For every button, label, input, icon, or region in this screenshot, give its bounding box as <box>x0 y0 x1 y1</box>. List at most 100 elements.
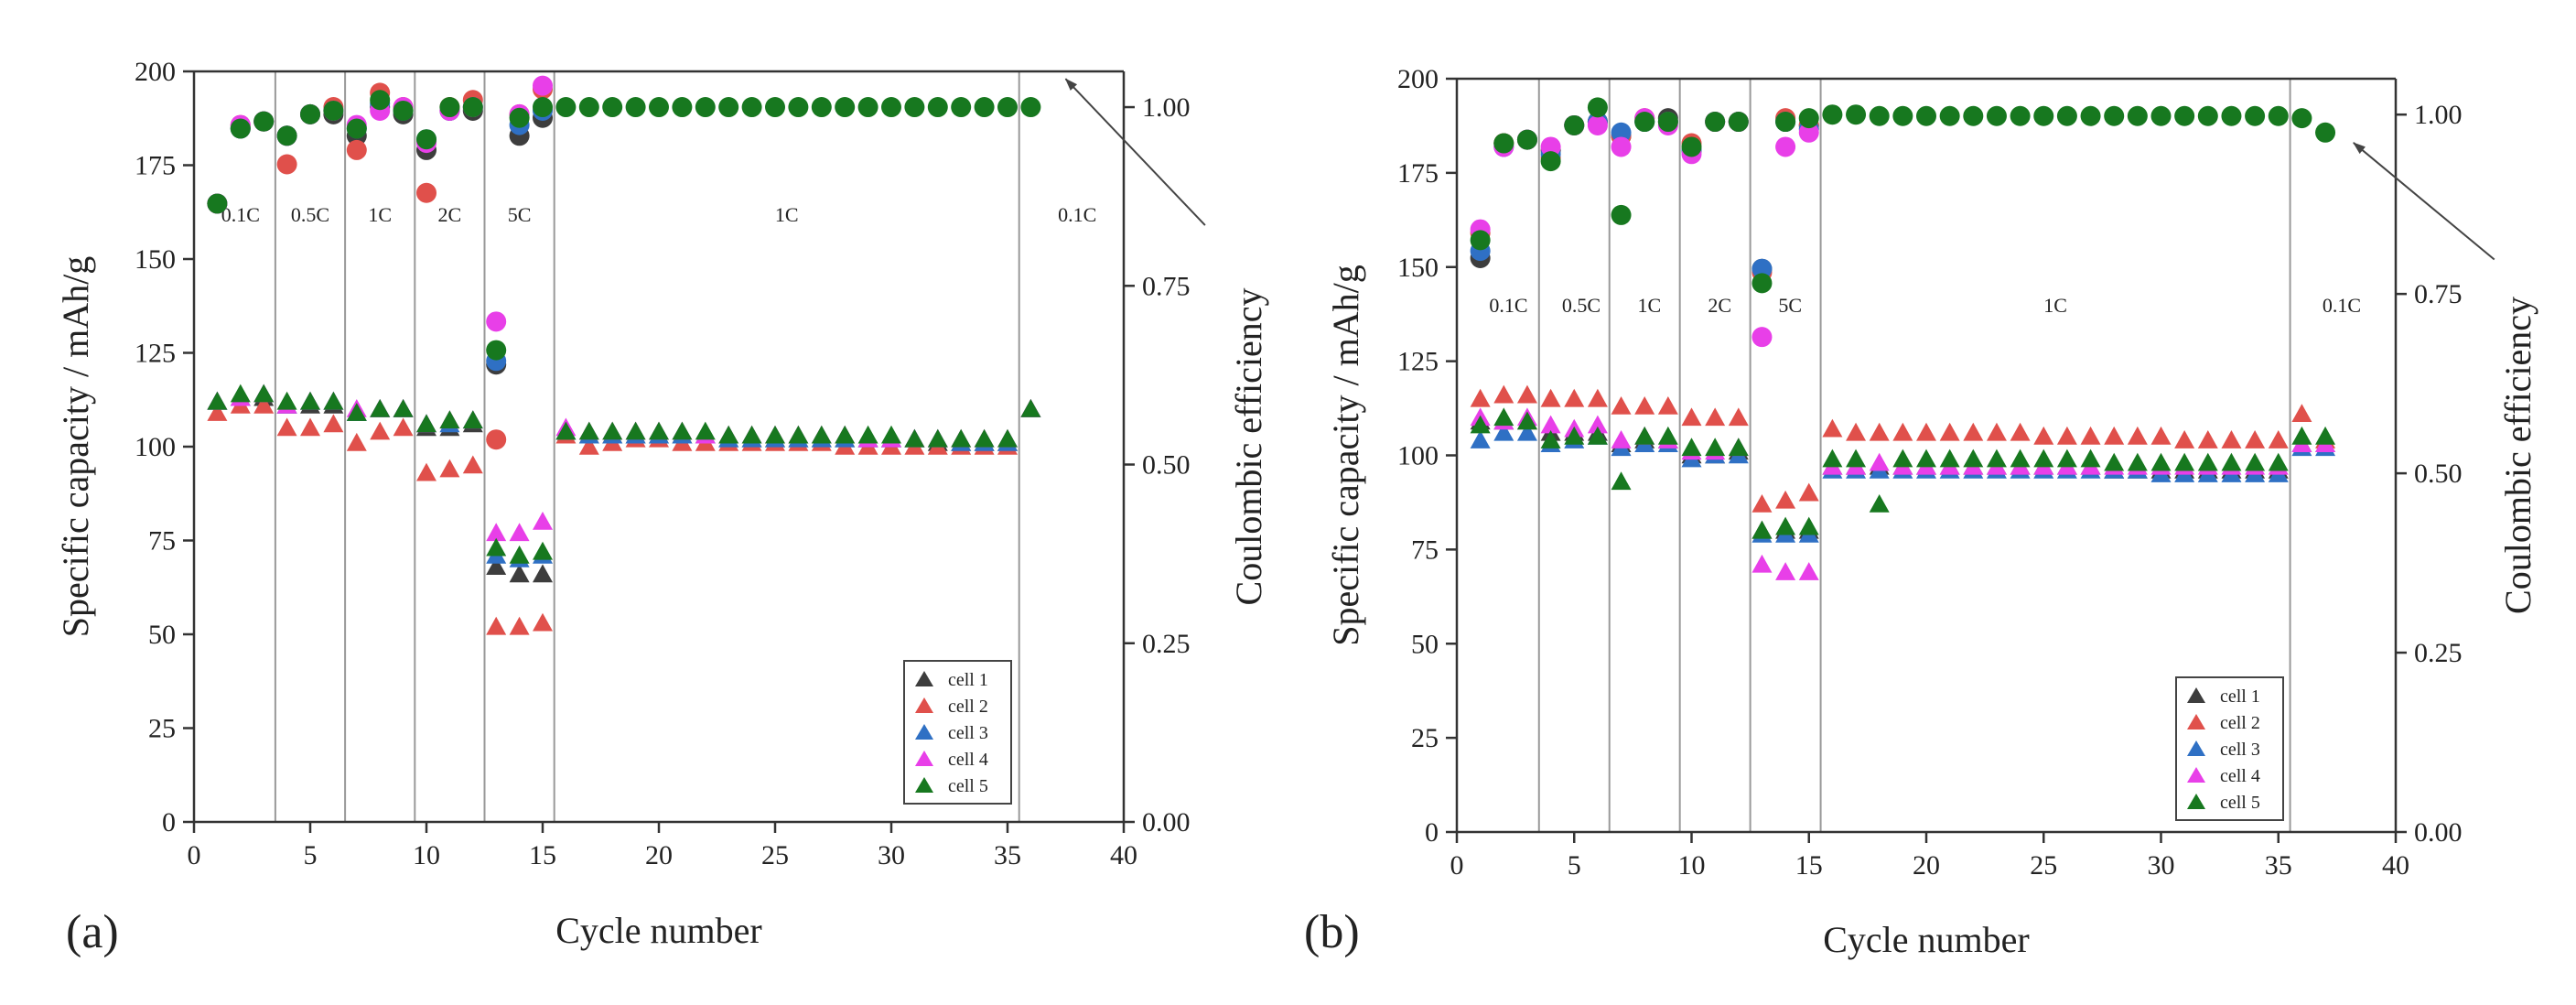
y-axis-title: Specific capacity / mAh/g <box>1325 265 1366 646</box>
cell-5-efficiency-point <box>2080 105 2101 126</box>
cell-5-capacity-point <box>788 425 809 444</box>
cell-5-efficiency-point <box>881 97 901 118</box>
legend-label: cell 1 <box>2220 686 2260 707</box>
y2-tick-label: 1.00 <box>2414 100 2463 130</box>
region-label: 5C <box>508 203 532 226</box>
y-tick-label: 200 <box>135 57 176 87</box>
x-tick-label: 30 <box>2148 850 2175 881</box>
cell-4-efficiency-point <box>1587 114 1608 135</box>
legend-label: cell 5 <box>948 776 988 796</box>
cell-4-efficiency-point <box>1798 122 1819 143</box>
cell-5-efficiency-point <box>857 97 878 118</box>
cell-5-efficiency-point <box>486 340 507 361</box>
cell-5-efficiency-point <box>951 97 972 118</box>
cell-5-efficiency-point <box>578 97 599 118</box>
cell-5-efficiency-point <box>2104 105 2125 126</box>
legend-marker <box>915 697 933 713</box>
cell-5-capacity-point <box>253 384 275 403</box>
cell-2-capacity-point <box>1470 388 1491 407</box>
y-tick-label: 150 <box>1397 253 1439 283</box>
cell-5-efficiency-point <box>555 97 577 118</box>
cell-4-efficiency-point <box>1775 136 1796 157</box>
cell-5-capacity-point <box>1516 411 1537 430</box>
cell-2-capacity-point <box>533 612 553 632</box>
x-tick-label: 25 <box>761 840 789 870</box>
legend-marker <box>915 671 933 686</box>
cell-2-capacity-point <box>2268 430 2289 448</box>
region-label: 0.1C <box>1489 294 1527 317</box>
cell-2-capacity-point <box>393 417 414 437</box>
cell-5-efficiency-point <box>718 97 739 118</box>
panel-label: (a) <box>66 906 119 958</box>
cell-5-capacity-point <box>2268 452 2289 471</box>
cell-5-capacity-point <box>951 428 972 448</box>
cell-2-capacity-point <box>1892 422 1913 441</box>
cell-2-capacity-point <box>346 432 367 451</box>
y-tick-label: 50 <box>1411 629 1439 659</box>
cell-5-capacity-point <box>1611 471 1632 491</box>
cell-5-efficiency-point <box>2268 105 2289 126</box>
legend-marker <box>2187 767 2205 783</box>
y-tick-label: 50 <box>148 620 176 650</box>
cell-5-capacity-point <box>1822 448 1843 468</box>
cell-5-efficiency-point <box>904 97 925 118</box>
cell-5-capacity-point <box>695 421 716 440</box>
cell-5-efficiency-point <box>2056 105 2077 126</box>
cell-2-efficiency-point <box>486 429 507 450</box>
legend-marker <box>2187 687 2205 703</box>
cell-5-capacity-point <box>1728 438 1749 457</box>
cell-5-capacity-point <box>904 428 925 448</box>
legend-marker <box>915 724 933 740</box>
cell-5-efficiency-point <box>1634 112 1655 133</box>
y2-axis-title: Coulombic efficiency <box>2497 297 2538 614</box>
cell-2-capacity-point <box>1587 388 1608 407</box>
cell-5-capacity-point <box>1020 399 1041 417</box>
cell-5-efficiency-point <box>346 118 367 139</box>
y-tick-label: 75 <box>1411 535 1439 565</box>
cell-5-capacity-point <box>1540 430 1561 448</box>
cell-5-efficiency-point <box>1587 97 1608 118</box>
cell-5-capacity-point <box>1892 448 1913 468</box>
cell-4-capacity-point <box>1775 562 1796 580</box>
cell-2-capacity-point <box>509 616 530 635</box>
cell-5-capacity-point <box>1705 438 1726 457</box>
cell-5-efficiency-point <box>2291 108 2312 129</box>
cell-5-capacity-point <box>2221 452 2242 471</box>
cell-2-capacity-point <box>1751 493 1773 513</box>
cell-5-capacity-point <box>2174 452 2195 471</box>
x-tick-label: 30 <box>878 840 905 870</box>
region-label: 1C <box>368 203 392 226</box>
x-tick-label: 20 <box>1913 850 1940 881</box>
cell-3-capacity-point <box>1470 430 1491 448</box>
cell-2-capacity-point <box>2197 430 2218 448</box>
region-label: 0.1C <box>2323 294 2361 317</box>
cell-2-capacity-point <box>578 437 599 455</box>
cell-5-capacity-point <box>2197 452 2218 471</box>
cell-5-efficiency-point <box>672 97 693 118</box>
y2-tick-label: 0.50 <box>1142 450 1191 481</box>
cell-5-capacity-point <box>370 399 391 417</box>
cell-5-efficiency-point <box>1705 112 1726 133</box>
cell-5-capacity-point <box>2056 448 2077 468</box>
cell-5-capacity-point <box>207 391 228 410</box>
cell-5-capacity-point <box>2127 452 2148 471</box>
cell-5-efficiency-point <box>2033 105 2054 126</box>
cell-5-efficiency-point <box>370 90 391 111</box>
cell-5-efficiency-point <box>1751 273 1773 294</box>
cell-2-capacity-point <box>1939 422 1960 441</box>
cell-2-capacity-point <box>253 394 275 414</box>
cell-2-capacity-point <box>2104 426 2125 445</box>
region-label: 0.5C <box>291 203 329 226</box>
cell-2-capacity-point <box>2033 426 2054 445</box>
cell-2-capacity-point <box>1822 418 1843 438</box>
cell-1-capacity-point <box>533 564 553 583</box>
y2-tick-label: 0.00 <box>2414 817 2463 848</box>
y-tick-label: 100 <box>1397 441 1439 471</box>
cell-2-capacity-point <box>1986 422 2007 441</box>
cell-2-capacity-point <box>1611 396 1632 415</box>
cell-4-efficiency-point <box>1751 327 1773 348</box>
y-tick-label: 125 <box>135 339 176 369</box>
x-tick-label: 10 <box>1678 850 1706 881</box>
x-tick-label: 20 <box>645 840 673 870</box>
